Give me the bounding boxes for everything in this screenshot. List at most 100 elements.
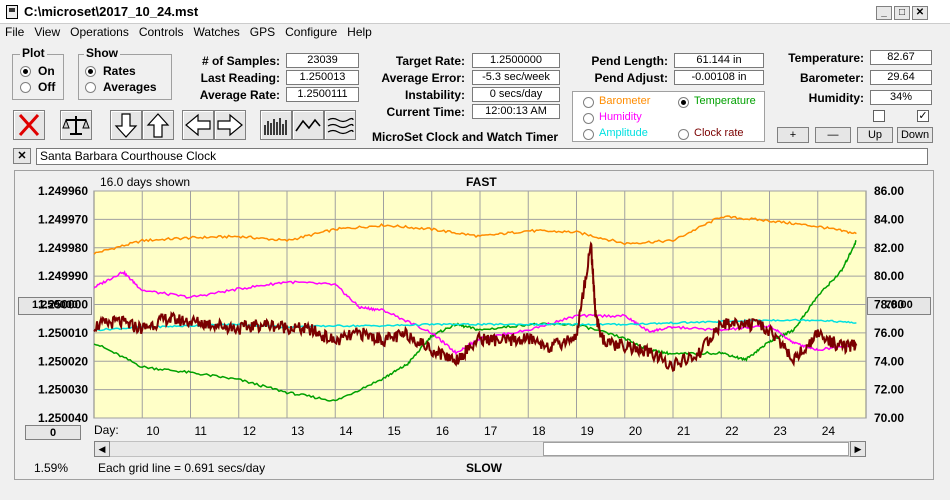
menu-help[interactable]: Help	[347, 25, 372, 39]
wave-icon	[327, 117, 354, 135]
scroll-down-button[interactable]	[110, 110, 142, 140]
y-left-tick-label: 1.250040	[38, 411, 88, 425]
line-graph-icon	[295, 118, 321, 132]
amplitude-radio[interactable]	[583, 129, 594, 140]
scroll-up-button[interactable]	[142, 110, 174, 140]
y-right-tick-label: 74.00	[874, 354, 904, 368]
humidity-radio[interactable]	[583, 113, 594, 124]
show-group-title: Show	[84, 46, 120, 60]
balance-button[interactable]	[60, 110, 92, 140]
menu-view[interactable]: View	[34, 25, 61, 39]
menu-gps[interactable]: GPS	[249, 25, 276, 39]
stop-button[interactable]	[13, 110, 45, 140]
temperature-label: Temperature:	[788, 51, 864, 65]
close-window-button[interactable]: ✕	[912, 6, 928, 20]
x-tick-label: 15	[388, 424, 402, 438]
fast-label: FAST	[466, 175, 497, 189]
scroll-left-arrow-icon[interactable]: ◀	[94, 441, 110, 457]
app-title-label: MicroSet Clock and Watch Timer	[372, 130, 559, 144]
x-tick-label: 24	[822, 424, 836, 438]
clear-name-button[interactable]: ✕	[13, 148, 31, 164]
slow-label: SLOW	[466, 461, 502, 475]
plot-off-radio[interactable]	[20, 82, 31, 93]
day-axis-label: Day:	[94, 423, 119, 437]
y-right-tick-label: 76.00	[874, 326, 904, 340]
y-right-tick-label: 78.00	[874, 298, 904, 312]
y-right-tick-label: 82.00	[874, 241, 904, 255]
y-right-tick-label: 84.00	[874, 212, 904, 226]
humidity-value: 34%	[870, 90, 932, 105]
scroll-right-arrow-icon[interactable]: ▶	[850, 441, 866, 457]
pend-length-label: Pend Length:	[591, 54, 668, 68]
x-tick-label: 14	[339, 424, 353, 438]
x-tick-label: 23	[774, 424, 788, 438]
wave-view-button[interactable]	[324, 110, 356, 140]
menu-operations[interactable]: Operations	[70, 25, 129, 39]
samples-label: # of Samples:	[201, 54, 280, 68]
show-averages-label: Averages	[103, 80, 157, 94]
show-averages-radio[interactable]	[85, 82, 96, 93]
y-left-tick-label: 1.249980	[38, 241, 88, 255]
temperature-radio[interactable]	[678, 97, 689, 108]
x-tick-label: 21	[677, 424, 691, 438]
scroll-right-button[interactable]	[214, 110, 246, 140]
samples-value: 23039	[286, 53, 359, 68]
menu-controls[interactable]: Controls	[138, 25, 184, 39]
down-button[interactable]: Down	[897, 127, 933, 143]
histogram-button[interactable]	[260, 110, 292, 140]
y-right-tick-label: 70.00	[874, 411, 904, 425]
plot-on-label: On	[38, 64, 55, 78]
barometer-option-label: Barometer	[599, 95, 651, 107]
zero-button[interactable]: 0	[25, 425, 81, 440]
y-left-tick-label: 1.250010	[38, 326, 88, 340]
checkbox-1[interactable]	[873, 110, 885, 122]
plus-button[interactable]: +	[777, 127, 809, 143]
minimize-button[interactable]: _	[876, 6, 892, 20]
show-rates-radio[interactable]	[85, 66, 96, 77]
y-left-tick-label: 1.250030	[38, 383, 88, 397]
menu-configure[interactable]: Configure	[285, 25, 338, 39]
minus-button[interactable]: —	[815, 127, 851, 143]
series-line-barometer	[93, 215, 857, 255]
show-group	[78, 54, 172, 100]
menu-bar: File View Operations Controls Watches GPS Conf…	[0, 24, 950, 42]
temperature-option-label: Temperature	[694, 95, 756, 107]
percent-label: 1.59%	[34, 461, 69, 475]
series-line-clock-rate	[93, 241, 858, 373]
menu-file[interactable]: File	[5, 25, 25, 39]
x-tick-label: 12	[243, 424, 257, 438]
arrow-down-icon	[114, 113, 138, 138]
title-bar: C:\microset\2017_10_24.mst _ □ ✕	[0, 0, 950, 24]
menu-watches[interactable]: Watches	[193, 25, 240, 39]
clock-rate-radio[interactable]	[678, 129, 689, 140]
center-temp-button[interactable]: 78.00	[867, 297, 931, 315]
arrow-up-icon	[146, 113, 170, 138]
pend-length-value: 61.144 in	[674, 53, 764, 68]
barometer-radio[interactable]	[583, 97, 594, 108]
x-tick-label: 17	[484, 424, 498, 438]
pend-adjust-label: Pend Adjust:	[594, 71, 668, 85]
target-rate-label: Target Rate:	[395, 54, 465, 68]
sensor-select-box	[572, 91, 765, 142]
y-left-tick-label: 1.250020	[38, 354, 88, 368]
clock-name-field[interactable]: Santa Barbara Courthouse Clock	[36, 148, 928, 165]
x-tick-label: 16	[436, 424, 450, 438]
scrollbar-thumb[interactable]	[543, 442, 849, 456]
current-time-label: Current Time:	[386, 105, 465, 119]
arrow-left-icon	[185, 113, 211, 137]
maximize-button[interactable]: □	[894, 6, 910, 20]
x-tick-label: 11	[195, 424, 208, 438]
plot-on-radio[interactable]	[20, 66, 31, 77]
graph-view-button[interactable]	[292, 110, 324, 140]
up-button[interactable]: Up	[857, 127, 893, 143]
checkbox-2[interactable]: ✓	[917, 110, 929, 122]
x-tick-label: 10	[146, 424, 160, 438]
amplitude-option-label: Amplitude	[599, 127, 648, 139]
center-rate-button[interactable]: 1.250000	[18, 297, 92, 315]
instability-label: Instability:	[404, 88, 465, 102]
y-right-tick-label: 80.00	[874, 269, 904, 283]
scroll-left-button[interactable]	[182, 110, 214, 140]
bar-graph-icon	[264, 118, 287, 135]
average-rate-value: 1.2500111	[286, 87, 359, 102]
window-title: C:\microset\2017_10_24.mst	[24, 4, 199, 19]
